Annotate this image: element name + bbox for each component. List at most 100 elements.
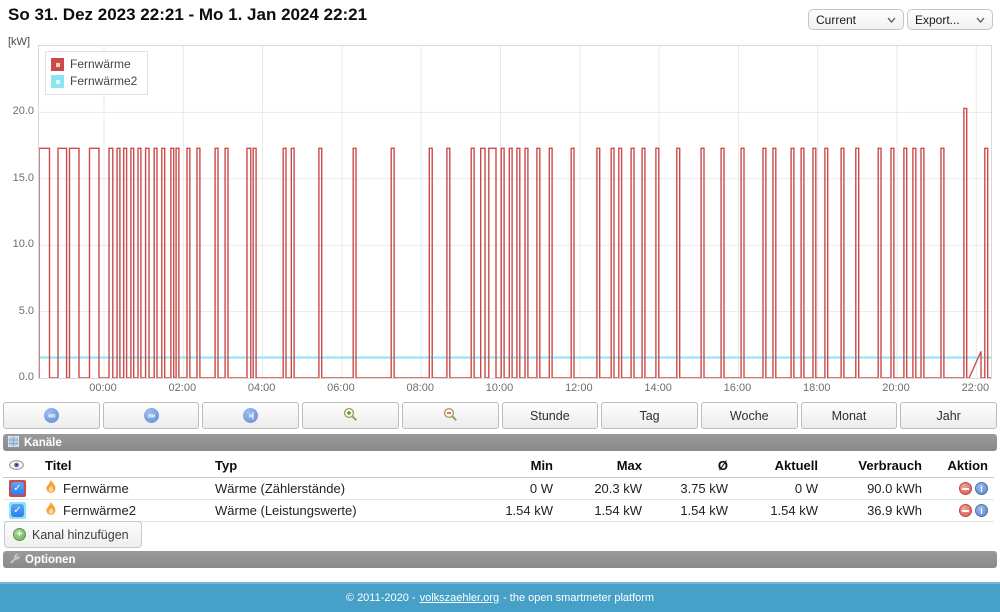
export-select[interactable]: Export...: [907, 9, 993, 30]
remove-channel-icon[interactable]: [959, 504, 972, 517]
range-week-button[interactable]: Woche: [700, 402, 798, 429]
channel-min: 0 W: [467, 477, 559, 500]
channel-max: 20.3 kW: [559, 477, 648, 500]
range-month-button[interactable]: Monat: [800, 402, 898, 429]
flame-icon: [45, 480, 57, 497]
x-tick-label: 00:00: [89, 382, 117, 394]
channel-title[interactable]: Fernwärme2: [63, 503, 136, 518]
footer-copyright: © 2011-2020 -: [345, 592, 416, 604]
chart-legend: Fernwärme Fernwärme2: [45, 51, 149, 95]
add-channel-button[interactable]: + Kanal hinzufügen: [4, 521, 142, 548]
wrench-icon: [8, 552, 20, 567]
channel-current: 1.54 kW: [734, 499, 824, 522]
move-to-now-button[interactable]: »|: [202, 402, 300, 429]
footer-tagline: - the open smartmeter platform: [503, 592, 655, 604]
chart-svg: [39, 46, 991, 378]
channels-section-header[interactable]: Kanäle: [3, 434, 997, 451]
table-icon: [8, 435, 19, 450]
y-tick-label: 10.0: [12, 238, 34, 251]
legend-item: Fernwärme: [51, 56, 137, 73]
x-tick-label: 06:00: [327, 382, 355, 394]
options-section-title: Optionen: [25, 553, 76, 566]
x-tick-label: 08:00: [406, 382, 434, 394]
add-channel-label: Kanal hinzufügen: [32, 527, 129, 542]
channel-title[interactable]: Fernwärme: [63, 481, 129, 496]
zoom-out-icon: [443, 407, 458, 425]
channel-consumption: 36.9 kWh: [824, 499, 928, 522]
plus-icon: +: [13, 528, 26, 541]
column-header-aktuell: Aktuell: [734, 452, 824, 478]
legend-item: Fernwärme2: [51, 73, 137, 90]
column-header-max: Max: [559, 452, 648, 478]
column-header-aktion: Aktion: [928, 452, 994, 478]
chevron-down-icon: [976, 17, 985, 23]
legend-label: Fernwärme: [70, 57, 131, 71]
export-select-value: Export...: [915, 12, 960, 27]
x-tick-label: 22:00: [961, 382, 990, 394]
channel-visible-checkbox[interactable]: ✓: [11, 482, 24, 495]
flame-icon: [45, 502, 57, 519]
footer-link[interactable]: volkszaehler.org: [419, 592, 500, 604]
y-axis-unit-label: [kW]: [8, 36, 30, 48]
y-tick-label: 15.0: [12, 171, 34, 184]
channel-min: 1.54 kW: [467, 499, 559, 522]
y-tick-label: 0.0: [18, 371, 34, 383]
x-tick-label: 20:00: [882, 382, 910, 394]
zoom-in-button[interactable]: [302, 402, 399, 429]
eye-icon: [9, 458, 24, 473]
column-header-typ: Typ: [209, 452, 467, 478]
remove-channel-icon[interactable]: [959, 482, 972, 495]
legend-label: Fernwärme2: [70, 74, 138, 88]
move-back-icon: ««: [43, 408, 59, 423]
view-select[interactable]: Current: [808, 9, 904, 30]
zoom-out-button[interactable]: [401, 402, 499, 429]
visibility-column-header[interactable]: [3, 452, 39, 478]
channel-info-icon[interactable]: i: [975, 504, 988, 517]
series-swatch: [51, 58, 64, 71]
channel-avg: 1.54 kW: [648, 499, 734, 522]
channel-max: 1.54 kW: [559, 499, 648, 522]
x-tick-label: 10:00: [485, 382, 514, 394]
y-tick-label: 5.0: [18, 304, 34, 317]
move-to-now-icon: »|: [243, 408, 259, 423]
channels-table: Titel Typ Min Max Ø Aktuell Verbrauch Ak…: [3, 452, 994, 522]
x-tick-label: 04:00: [247, 382, 276, 394]
chevron-down-icon: [887, 17, 896, 23]
channel-info-icon[interactable]: i: [975, 482, 988, 495]
channel-avg: 3.75 kW: [648, 477, 734, 500]
range-hour-button[interactable]: Stunde: [501, 402, 599, 429]
channel-type: Wärme (Zählerstände): [209, 477, 467, 500]
channel-color-frame: ✓: [9, 480, 26, 497]
table-row: ✓ Fernwärme Wärme (Zählerstände) 0 W 20.…: [3, 477, 994, 500]
chart-plot-area[interactable]: Fernwärme Fernwärme2: [38, 45, 992, 379]
x-tick-label: 02:00: [168, 382, 197, 394]
table-header-row: Titel Typ Min Max Ø Aktuell Verbrauch Ak…: [3, 452, 994, 478]
move-back-button[interactable]: ««: [3, 402, 100, 429]
table-row: ✓ Fernwärme2 Wärme (Leistungswerte) 1.54…: [3, 499, 994, 522]
chart-toolbar: «« »» »|: [3, 402, 998, 429]
x-tick-label: 18:00: [802, 382, 831, 394]
page-title: So 31. Dez 2023 22:21 - Mo 1. Jan 2024 2…: [8, 5, 368, 24]
x-tick-label: 16:00: [723, 382, 752, 394]
move-forward-icon: »»: [143, 408, 159, 423]
range-day-button[interactable]: Tag: [601, 402, 698, 429]
zoom-in-icon: [343, 407, 358, 425]
y-tick-label: 20.0: [12, 105, 34, 118]
range-year-button[interactable]: Jahr: [900, 402, 998, 429]
column-header-verbrauch: Verbrauch: [824, 452, 928, 478]
move-forward-button[interactable]: »»: [102, 402, 200, 429]
column-header-titel: Titel: [39, 452, 209, 478]
x-tick-label: 12:00: [565, 382, 593, 394]
channel-visible-checkbox[interactable]: ✓: [11, 504, 24, 517]
channel-consumption: 90.0 kWh: [824, 477, 928, 500]
column-header-avg: Ø: [648, 452, 734, 478]
channels-section-title: Kanäle: [24, 436, 62, 449]
channel-color-frame: ✓: [9, 502, 26, 519]
options-section-header[interactable]: Optionen: [3, 551, 997, 568]
view-select-value: Current: [816, 12, 857, 27]
footer: © 2011-2020 - volkszaehler.org - the ope…: [0, 582, 1000, 612]
channel-current: 0 W: [734, 477, 824, 500]
series-swatch: [51, 75, 64, 88]
x-tick-label: 14:00: [644, 382, 672, 394]
